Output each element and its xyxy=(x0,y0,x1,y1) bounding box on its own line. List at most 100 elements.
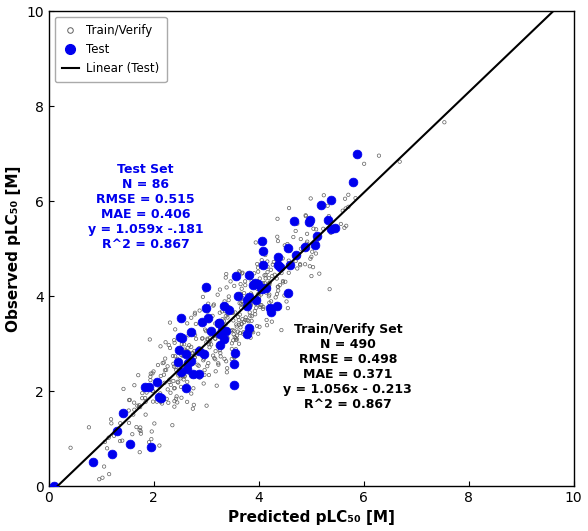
Point xyxy=(267,307,276,316)
Point xyxy=(145,384,155,392)
Point xyxy=(89,458,98,466)
Point xyxy=(66,443,75,452)
Point xyxy=(263,262,272,271)
Point xyxy=(156,394,166,402)
Point xyxy=(231,345,240,354)
Point xyxy=(238,329,248,338)
Point xyxy=(156,342,165,350)
Point xyxy=(128,430,137,439)
Point xyxy=(307,253,316,261)
Point xyxy=(255,289,264,297)
Point xyxy=(221,327,230,336)
Point xyxy=(264,292,273,301)
Point xyxy=(102,444,112,452)
Point xyxy=(255,303,265,311)
Point xyxy=(98,474,107,482)
Point xyxy=(136,430,146,438)
Point xyxy=(245,308,255,316)
Point xyxy=(168,421,177,430)
Point xyxy=(269,258,279,266)
Point xyxy=(219,335,228,343)
Point xyxy=(273,253,283,262)
Point xyxy=(221,273,230,282)
Point xyxy=(215,346,225,354)
Point xyxy=(213,322,222,330)
Point xyxy=(155,441,164,450)
Point xyxy=(151,379,161,388)
Point xyxy=(254,296,263,304)
Point xyxy=(277,269,286,277)
Point xyxy=(227,345,236,353)
Point xyxy=(215,319,224,328)
Point xyxy=(176,368,186,376)
Point xyxy=(211,335,220,343)
Point xyxy=(188,349,198,357)
Point xyxy=(172,355,182,363)
Point xyxy=(146,373,155,381)
Point xyxy=(258,247,268,255)
Point xyxy=(232,335,242,344)
Point xyxy=(188,405,198,413)
Point xyxy=(244,271,253,280)
Point xyxy=(290,252,300,261)
Point xyxy=(307,272,316,280)
Point xyxy=(259,303,268,311)
Point xyxy=(222,357,231,365)
Point xyxy=(242,296,252,304)
Point xyxy=(210,354,219,363)
Point xyxy=(174,345,183,354)
Point xyxy=(176,365,185,373)
Point xyxy=(239,318,249,327)
Point xyxy=(215,309,225,317)
Point xyxy=(188,372,198,380)
Point xyxy=(300,260,310,269)
Point xyxy=(227,355,236,363)
Point xyxy=(185,364,194,372)
Point xyxy=(231,272,240,280)
Point xyxy=(251,238,260,247)
Point xyxy=(211,319,220,328)
Point xyxy=(100,438,109,446)
Point xyxy=(216,349,225,357)
Y-axis label: Observed pLC₅₀ [M]: Observed pLC₅₀ [M] xyxy=(5,165,21,332)
Point xyxy=(273,282,283,291)
Point xyxy=(247,312,256,320)
Point xyxy=(158,359,168,367)
Point xyxy=(246,299,255,307)
Point xyxy=(170,339,179,347)
Point xyxy=(177,393,186,402)
Point xyxy=(217,326,226,334)
Point xyxy=(173,369,183,378)
Point xyxy=(188,370,198,379)
Point xyxy=(301,212,310,220)
Point xyxy=(336,220,346,228)
Point xyxy=(395,157,405,166)
Point xyxy=(194,362,203,370)
Point xyxy=(154,393,163,401)
Point xyxy=(211,335,220,343)
Point xyxy=(305,216,315,224)
Point xyxy=(118,409,127,417)
Point xyxy=(223,303,233,312)
Point xyxy=(308,263,318,271)
Point xyxy=(223,313,232,322)
Point xyxy=(224,296,233,304)
Point xyxy=(218,307,227,315)
Point xyxy=(255,275,265,283)
Point xyxy=(203,336,212,344)
Point xyxy=(253,290,263,298)
Point xyxy=(218,302,227,310)
Point xyxy=(191,309,200,317)
Point xyxy=(208,327,218,335)
Point xyxy=(237,319,246,328)
Point xyxy=(171,395,181,403)
Point xyxy=(260,279,270,287)
Point xyxy=(270,305,279,313)
Point xyxy=(146,435,156,443)
Point xyxy=(213,290,222,299)
Point xyxy=(229,336,238,345)
Point xyxy=(245,270,254,278)
Point xyxy=(300,243,309,252)
Point xyxy=(169,336,179,345)
X-axis label: Predicted pLC₅₀ [M]: Predicted pLC₅₀ [M] xyxy=(228,510,395,526)
